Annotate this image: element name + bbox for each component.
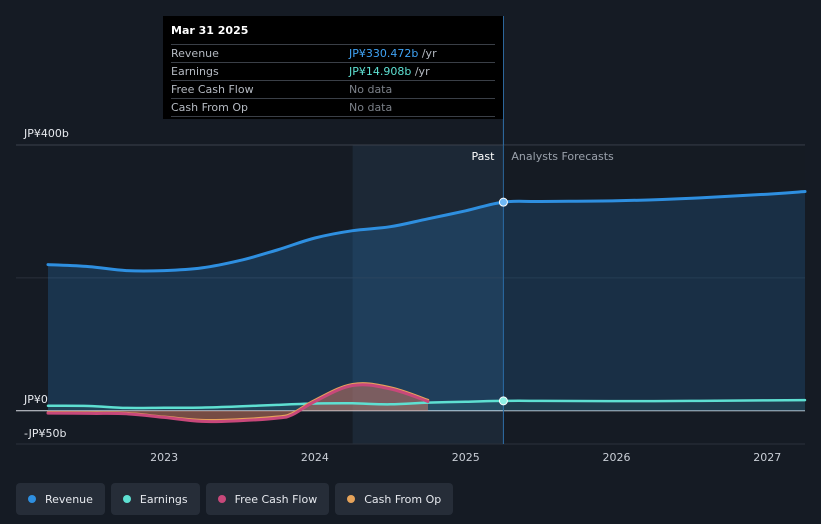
legend-label: Revenue (45, 492, 93, 506)
tooltip-value: No data (349, 83, 393, 96)
series-line-revenue (46, 190, 807, 273)
legend-dot-icon (122, 495, 131, 503)
x-tick-label: 2026 (603, 451, 631, 464)
tooltip-label: Cash From Op (171, 101, 249, 114)
tooltip-label: Free Cash Flow (171, 83, 254, 96)
tooltip-value: No data (349, 101, 393, 114)
tooltip-row-earnings: Earnings JP¥14.908b /yr (171, 62, 495, 80)
tooltip-label: Revenue (171, 47, 219, 60)
y-tick-label: -JP¥50b (24, 427, 66, 440)
area-earnings (48, 400, 805, 411)
tooltip-value: JP¥14.908b (349, 65, 412, 78)
series-line-fcf (46, 383, 430, 424)
legend-label: Free Cash Flow (234, 492, 318, 506)
data-tooltip: Mar 31 2025 Revenue JP¥330.472b /yr Earn… (163, 16, 503, 119)
legend-dot-icon (217, 495, 226, 503)
tooltip-row-cash-from-op: Cash From Op No data (171, 98, 495, 117)
series-line-earnings (46, 398, 807, 410)
x-tick-label: 2027 (753, 451, 781, 464)
chart-legend: Revenue Earnings Free Cash Flow Cash Fro… (16, 483, 454, 515)
tooltip-value: JP¥330.472b (349, 47, 419, 60)
legend-dot-icon (347, 495, 356, 503)
forecast-dim (503, 145, 805, 411)
tooltip-date: Mar 31 2025 (171, 24, 249, 37)
series-layer (46, 190, 807, 424)
legend-item-cash-from-op[interactable]: Cash From Op (335, 483, 454, 515)
tooltip-unit: /yr (418, 47, 437, 60)
area-layer (48, 145, 805, 422)
marker-revenue (498, 197, 508, 207)
tooltip-row-revenue: Revenue JP¥330.472b /yr (171, 44, 495, 62)
legend-dot-icon (28, 495, 36, 503)
label-layer: JP¥400b JP¥0 -JP¥50b 2023 2024 2025 2026 2027 Pa… (23, 127, 781, 464)
past-label: Past (471, 150, 495, 163)
tooltip-label: Earnings (171, 65, 219, 78)
legend-label: Cash From Op (364, 492, 442, 506)
marker-earnings (498, 396, 508, 406)
grid-layer (16, 16, 805, 445)
tooltip-unit: /yr (411, 65, 430, 78)
legend-item-earnings[interactable]: Earnings (110, 483, 200, 515)
y-tick-label: JP¥400b (23, 127, 69, 140)
tooltip-row-free-cash-flow: Free Cash Flow No data (171, 80, 495, 98)
area-revenue (48, 191, 805, 411)
forecast-label: Analysts Forecasts (511, 150, 614, 163)
x-tick-label: 2023 (150, 451, 178, 464)
y-tick-label: JP¥0 (23, 393, 48, 406)
x-tick-label: 2025 (452, 451, 480, 464)
legend-item-revenue[interactable]: Revenue (16, 483, 105, 515)
legend-label: Earnings (139, 492, 188, 506)
legend-item-free-cash-flow[interactable]: Free Cash Flow (205, 483, 330, 515)
past-highlight-region (352, 145, 504, 444)
x-tick-label: 2024 (301, 451, 329, 464)
